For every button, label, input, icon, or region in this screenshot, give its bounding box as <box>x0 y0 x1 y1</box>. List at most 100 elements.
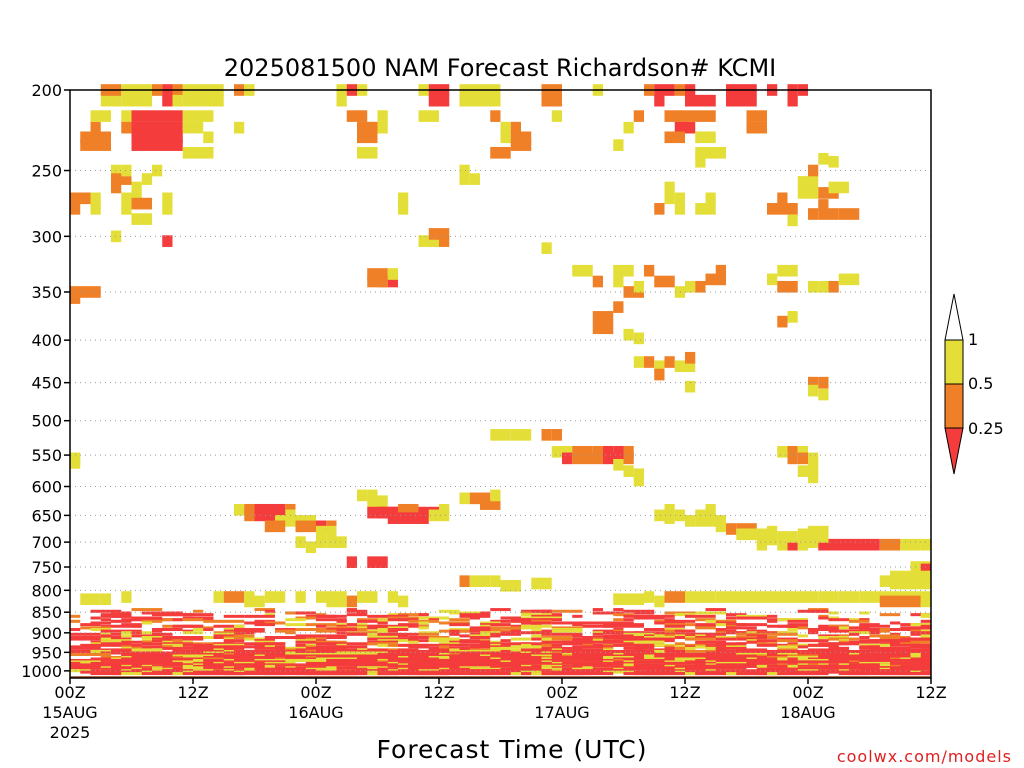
boundary-layer-cell <box>613 634 624 638</box>
boundary-layer-cell <box>633 648 644 652</box>
boundary-layer-cell <box>336 618 347 622</box>
boundary-layer-cell <box>264 613 275 617</box>
boundary-layer-cell <box>111 648 132 652</box>
boundary-layer-cell <box>367 636 398 640</box>
boundary-layer-cell <box>920 626 931 630</box>
legend-bin-orange <box>944 383 964 429</box>
boundary-layer-cell <box>787 618 808 622</box>
boundary-layer-cell <box>767 619 778 623</box>
boundary-layer-cell <box>213 632 245 636</box>
boundary-layer-cell <box>172 672 183 676</box>
boundary-layer-cell <box>562 649 583 653</box>
richardson-cell <box>90 110 111 122</box>
boundary-layer-cell <box>623 614 655 618</box>
boundary-layer-cell <box>654 642 665 646</box>
boundary-layer-cell <box>900 626 931 630</box>
richardson-cell <box>459 492 470 505</box>
boundary-layer-cell <box>234 652 245 656</box>
boundary-layer-cell <box>664 645 675 649</box>
boundary-layer-cell <box>70 614 81 618</box>
boundary-layer-cell <box>449 632 460 636</box>
boundary-layer-cell <box>541 618 552 622</box>
boundary-layer-cell <box>736 648 767 652</box>
boundary-layer-cell <box>818 660 870 664</box>
boundary-layer-cell <box>152 652 183 656</box>
boundary-layer-cell <box>264 651 275 655</box>
richardson-cell <box>920 563 931 576</box>
boundary-layer-cell <box>756 642 778 646</box>
boundary-layer-cell <box>828 611 839 615</box>
boundary-layer-cell <box>316 618 337 622</box>
richardson-cell <box>685 515 696 527</box>
richardson-cell <box>654 275 675 288</box>
boundary-layer-cell <box>890 648 901 652</box>
richardson-cell <box>685 591 716 603</box>
boundary-layer-cell <box>756 639 778 643</box>
boundary-layer-cell <box>377 649 388 653</box>
boundary-layer-cell <box>223 614 245 618</box>
boundary-layer-cell <box>162 628 173 632</box>
boundary-layer-cell <box>408 619 439 623</box>
boundary-layer-cell <box>480 639 491 643</box>
boundary-layer-cell <box>141 621 152 625</box>
boundary-layer-cell <box>859 636 870 640</box>
boundary-layer-cell <box>90 636 122 640</box>
boundary-layer-cell <box>685 637 716 641</box>
boundary-layer-cell <box>531 645 542 649</box>
boundary-layer-cell <box>654 621 685 625</box>
boundary-layer-cell <box>428 618 439 622</box>
boundary-layer-cell <box>285 628 296 632</box>
boundary-layer-cell <box>859 643 870 647</box>
boundary-layer-cell <box>797 626 808 630</box>
boundary-layer-cell <box>439 672 450 676</box>
boundary-layer-cell <box>838 640 849 644</box>
boundary-layer-cell <box>510 645 542 649</box>
richardson-cell <box>182 146 214 159</box>
richardson-cell <box>141 173 152 185</box>
boundary-layer-cell <box>592 632 603 636</box>
richardson-cell <box>510 131 532 144</box>
richardson-cell <box>121 203 132 215</box>
richardson-cell <box>705 503 716 516</box>
richardson-cell <box>90 192 101 205</box>
richardson-cell <box>705 273 726 286</box>
richardson-cell <box>797 187 819 199</box>
richardson-cell <box>808 471 819 484</box>
boundary-layer-cell <box>490 619 511 623</box>
richardson-cell <box>654 203 665 215</box>
boundary-layer-cell <box>439 639 470 643</box>
boundary-layer-cell <box>480 624 491 628</box>
richardson-cell <box>715 520 726 533</box>
richardson-cell <box>387 268 398 280</box>
boundary-layer-cell <box>633 645 655 649</box>
boundary-layer-cell <box>715 637 726 641</box>
richardson-cell <box>797 538 808 551</box>
richardson-cell <box>254 509 286 522</box>
boundary-layer-cell <box>213 634 234 638</box>
boundary-layer-cell <box>336 619 347 623</box>
richardson-cell <box>613 301 624 313</box>
boundary-layer-cell <box>828 637 860 641</box>
boundary-layer-cell <box>623 639 644 643</box>
richardson-cell <box>849 273 860 286</box>
boundary-layer-cell <box>162 646 183 650</box>
richardson-cell <box>357 146 378 159</box>
boundary-layer-cell <box>531 619 552 623</box>
boundary-layer-cell <box>398 648 409 652</box>
boundary-layer-cell <box>408 639 429 643</box>
boundary-layer-cell <box>685 672 696 676</box>
boundary-layer-cell <box>275 645 286 649</box>
richardson-cell <box>357 489 368 502</box>
richardson-cell <box>849 208 860 220</box>
boundary-layer-cell <box>480 649 511 653</box>
boundary-layer-cell <box>715 646 747 650</box>
boundary-layer-cell <box>910 648 931 652</box>
boundary-layer-cell <box>644 640 665 644</box>
richardson-cell <box>213 591 224 603</box>
richardson-cell <box>510 121 521 134</box>
boundary-layer-cell <box>398 624 429 628</box>
boundary-layer-cell <box>131 616 163 620</box>
x-tick-year: 2025 <box>50 723 91 742</box>
richardson-cell <box>541 242 552 254</box>
